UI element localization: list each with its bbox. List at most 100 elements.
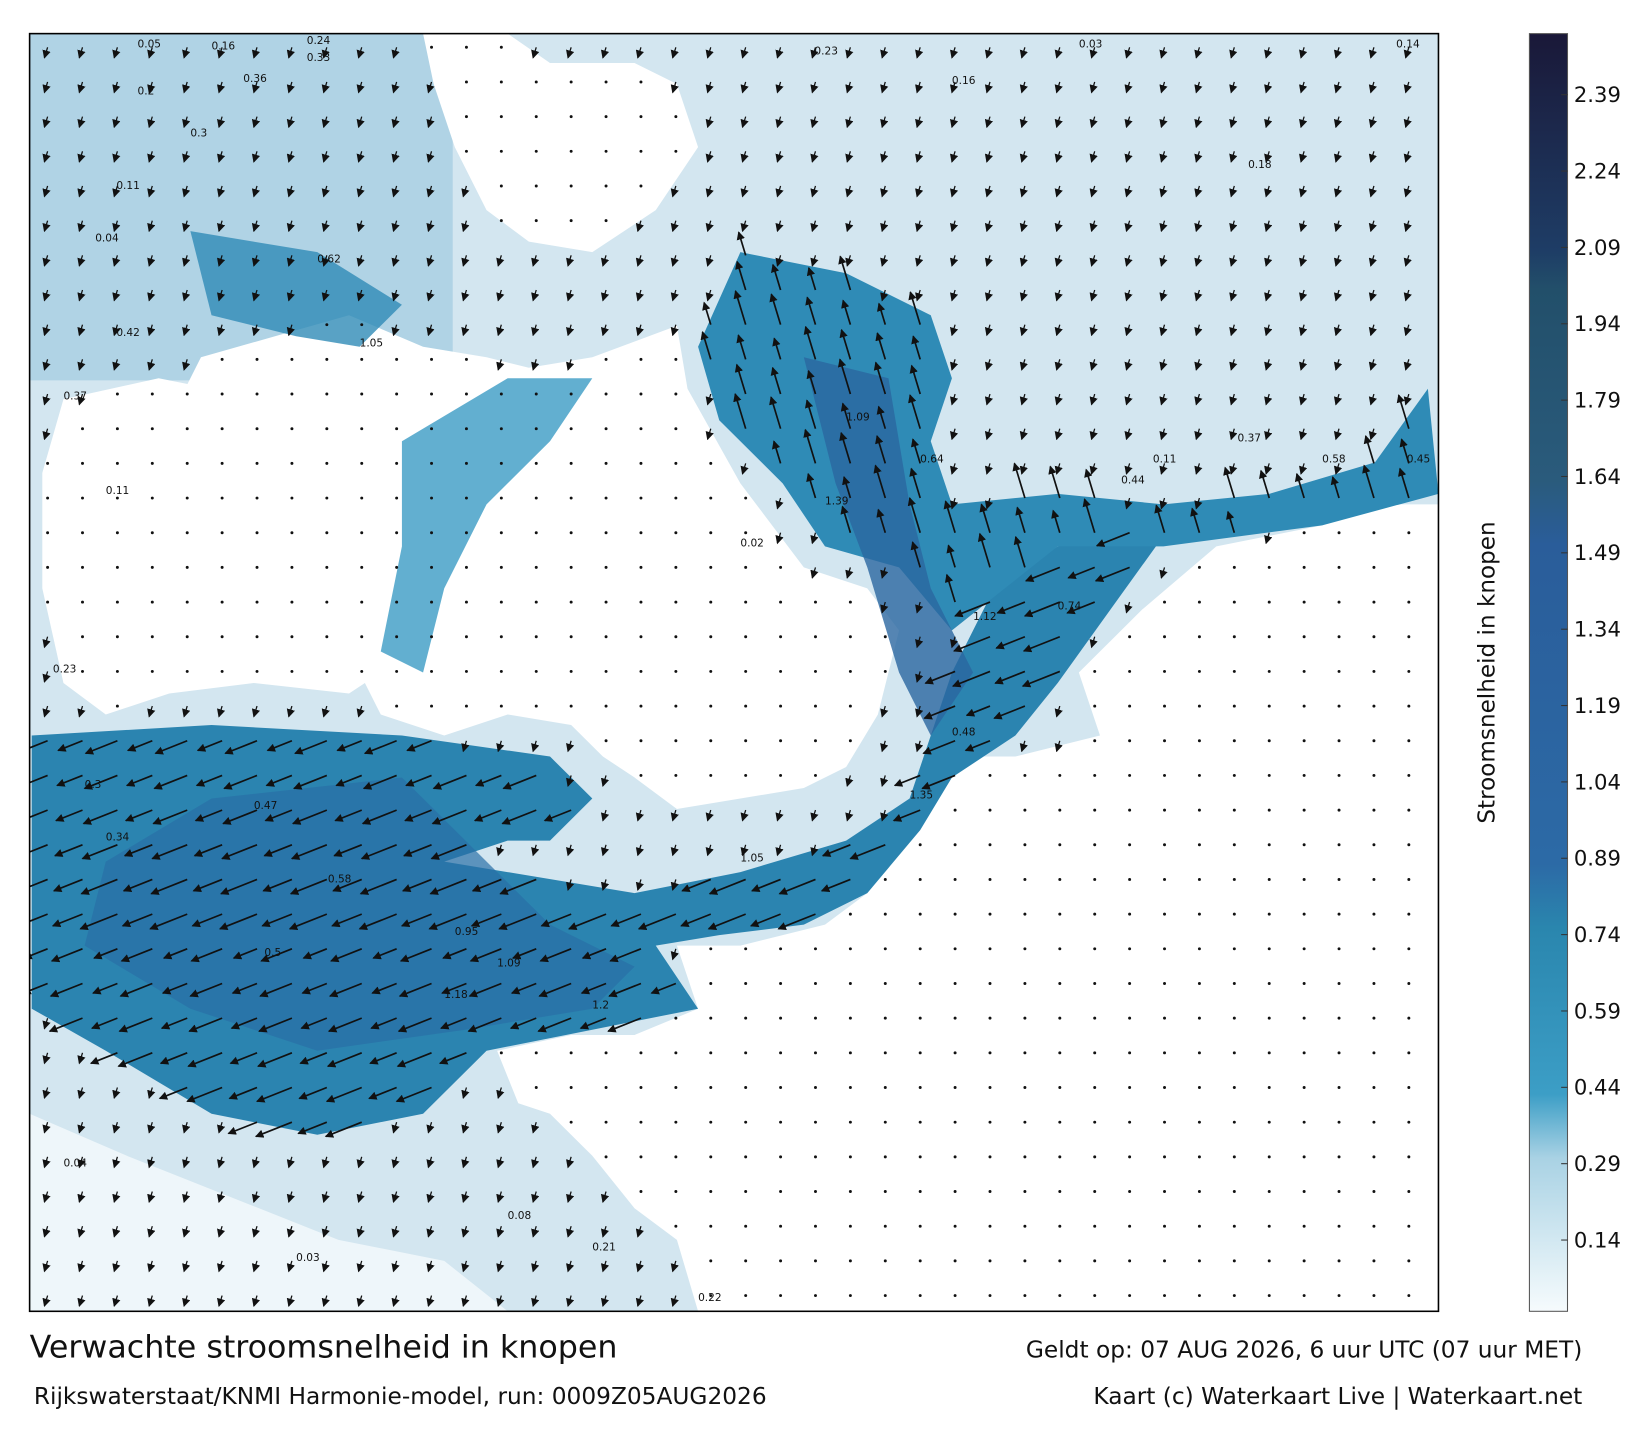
grid-dot [1372, 1224, 1376, 1228]
current-arrow [566, 1156, 575, 1169]
grid-dot [814, 1120, 817, 1124]
current-arrow [42, 1260, 51, 1273]
grid-dot [604, 565, 608, 569]
current-arrow [52, 878, 83, 892]
current-arrow [949, 324, 959, 337]
grid-dot [988, 1086, 992, 1089]
current-arrow [431, 809, 467, 825]
grid-dot [464, 669, 468, 673]
grid-dot [290, 427, 294, 431]
current-arrow [362, 774, 397, 790]
grid-dot [1058, 1224, 1062, 1228]
current-arrow [1194, 393, 1203, 406]
current-arrow [770, 366, 782, 395]
current-arrow [1299, 151, 1308, 163]
current-arrow [1264, 393, 1273, 406]
current-arrow [217, 81, 226, 94]
grid-dot [1267, 947, 1271, 951]
current-arrow [740, 185, 749, 198]
grid-dot [1372, 1294, 1376, 1298]
current-arrow [1054, 393, 1063, 406]
grid-dot [290, 531, 294, 535]
current-arrow [426, 255, 435, 267]
current-arrow [1333, 116, 1343, 129]
current-arrow [915, 220, 924, 233]
grid-dot [1128, 808, 1132, 812]
current-arrow [600, 255, 610, 267]
current-arrow [531, 740, 540, 753]
current-arrow [1089, 636, 1098, 649]
grid-dot [1337, 1155, 1341, 1159]
grid-dot [1197, 773, 1201, 777]
current-arrow [1333, 393, 1343, 406]
current-arrow [1403, 151, 1412, 163]
colorbar-tick-label: 0.29 [1574, 1151, 1621, 1176]
current-arrow [1124, 359, 1133, 371]
grid-dot [430, 635, 434, 639]
current-arrow [1019, 289, 1028, 302]
grid-dot [674, 739, 678, 743]
grid-dot [1267, 739, 1271, 743]
current-arrow [286, 255, 295, 267]
grid-dot [1337, 1086, 1341, 1089]
grid-dot [534, 461, 538, 465]
current-arrow [1396, 394, 1410, 429]
current-arrow [1082, 498, 1096, 533]
current-arrow [806, 472, 817, 499]
grid-dot [883, 1120, 887, 1124]
grid-dot [185, 531, 189, 535]
current-arrow [321, 81, 330, 94]
grid-dot [395, 600, 399, 604]
current-arrow [778, 878, 816, 895]
grid-dot [744, 1016, 748, 1020]
current-arrow [293, 774, 328, 790]
grid-dot [883, 982, 887, 985]
grid-dot [1302, 565, 1306, 569]
current-arrow [1094, 566, 1130, 583]
grid-dot [1302, 947, 1306, 951]
grid-dot [464, 427, 468, 431]
current-arrow [77, 81, 86, 94]
current-arrow [880, 185, 889, 198]
grid-dot [674, 635, 678, 639]
grid-dot [1232, 773, 1236, 777]
grid-dot [1337, 600, 1341, 604]
grid-dot [814, 704, 817, 708]
current-label: 0.11 [116, 180, 140, 192]
grid-dot [534, 635, 538, 639]
current-arrow [1159, 151, 1168, 163]
current-arrow [217, 220, 226, 233]
current-arrow [993, 705, 1026, 720]
current-arrow [461, 255, 470, 267]
grid-dot [1128, 843, 1132, 847]
grid-dot [1093, 982, 1097, 985]
current-arrow [849, 844, 886, 860]
grid-dot [639, 531, 643, 535]
grid-dot [1372, 947, 1376, 951]
grid-dot [81, 427, 84, 431]
current-arrow [217, 1156, 226, 1169]
current-arrow [772, 337, 782, 360]
current-arrow [965, 705, 991, 717]
current-arrow [426, 324, 435, 337]
current-arrow [321, 47, 330, 59]
current-arrow [182, 289, 191, 302]
current-arrow [531, 1260, 540, 1273]
grid-dot [744, 982, 748, 985]
current-arrow [251, 151, 261, 163]
grid-dot [674, 149, 678, 153]
current-arrow [880, 775, 889, 787]
current-arrow [470, 913, 502, 928]
current-arrow [820, 878, 851, 892]
grid-dot [779, 600, 783, 604]
grid-dot [709, 704, 713, 708]
current-arrow [531, 1156, 540, 1169]
current-arrow [845, 47, 854, 59]
current-arrow [426, 1260, 435, 1273]
grid-dot [430, 600, 434, 604]
grid-dot [255, 669, 259, 673]
current-arrow [1229, 151, 1238, 163]
grid-dot [814, 600, 817, 604]
grid-dot [360, 635, 364, 639]
grid-dot [709, 1016, 713, 1020]
